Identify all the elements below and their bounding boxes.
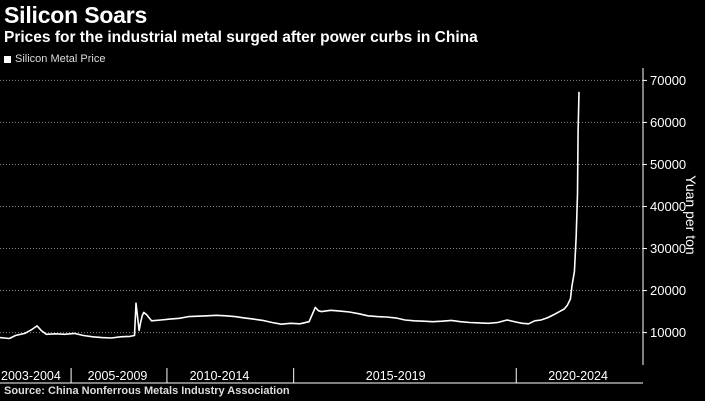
series-line-silicon-metal-price [0,91,580,340]
y-tick-label: 40000 [650,199,686,214]
y-tick-label: 20000 [650,283,686,298]
y-tick-label: 10000 [650,325,686,340]
x-period-label: 2015-2019 [366,369,426,383]
x-period-label: 2010-2014 [190,369,250,383]
y-tick-label: 50000 [650,157,686,172]
legend: Silicon Metal Price [4,53,105,65]
y-tick-label: 60000 [650,115,686,130]
chart-subtitle: Prices for the industrial metal surged a… [4,29,478,46]
x-period-label: 2003-2004 [1,369,61,383]
y-axis-title: Yuan per ton [683,175,699,254]
y-tick-label: 30000 [650,241,686,256]
y-tick-label: 70000 [650,73,686,88]
chart-title: Silicon Soars [4,2,148,28]
source-note: Source: China Nonferrous Metals Industry… [4,385,290,397]
legend-swatch [4,55,11,63]
x-period-label: 2020-2024 [548,369,608,383]
x-period-label: 2005-2009 [88,369,148,383]
legend-label: Silicon Metal Price [15,53,106,65]
